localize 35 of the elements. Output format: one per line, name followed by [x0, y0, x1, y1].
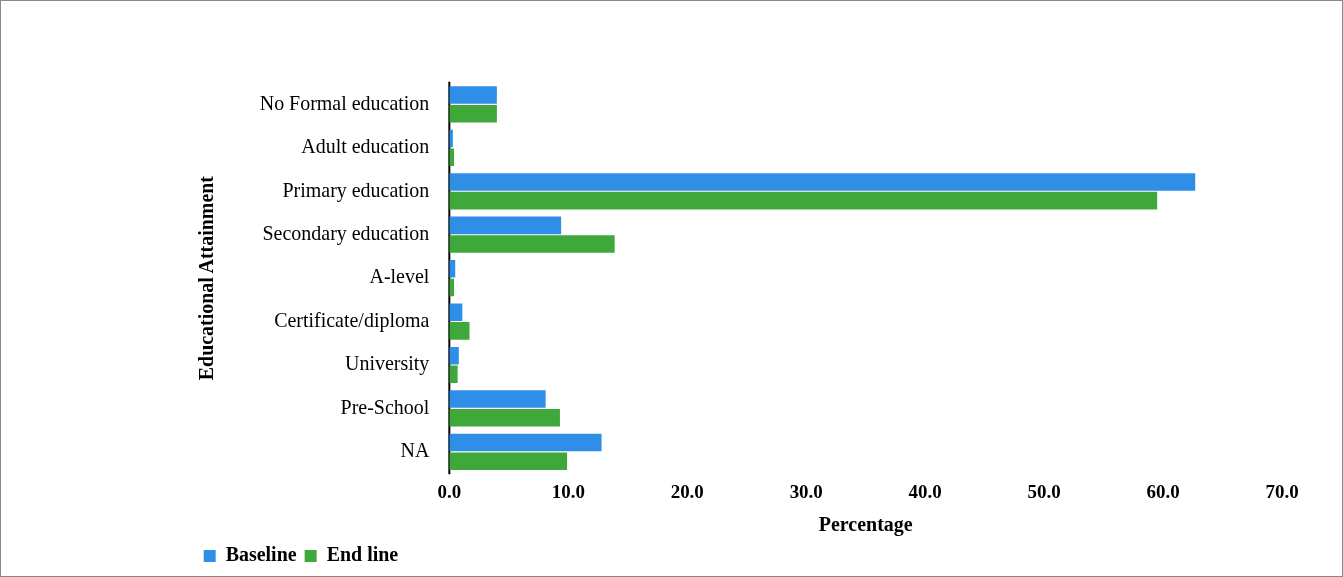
x-tick-label: 40.0 [908, 480, 942, 502]
bar [449, 322, 470, 340]
bar [449, 216, 562, 235]
x-tick-label: 10.0 [551, 480, 585, 502]
y-tick-label: Adult education [301, 135, 430, 158]
bar [449, 104, 497, 123]
y-tick-label: NA [400, 439, 430, 462]
y-tick-label: Certificate/diploma [274, 308, 430, 332]
x-tick-label: 20.0 [670, 480, 704, 502]
bar [449, 433, 602, 452]
bar [449, 365, 458, 384]
y-tick-label: Secondary education [262, 221, 430, 245]
bar [449, 303, 463, 321]
bar [449, 452, 568, 470]
x-tick-label: 70.0 [1265, 480, 1299, 502]
bar [449, 346, 459, 365]
y-tick-label: A-level [369, 265, 430, 288]
bar [449, 191, 1158, 210]
y-tick-label: Primary education [282, 178, 430, 202]
bar [449, 173, 1196, 191]
y-tick-label: No Formal education [259, 91, 430, 114]
bar [449, 235, 615, 253]
y-tick-label: Pre-School [340, 395, 430, 418]
y-axis-title: Educational Attainment [194, 175, 217, 381]
legend-label: End line [326, 543, 399, 566]
bar [449, 86, 497, 104]
bar [449, 390, 546, 408]
x-axis-title: Percentage [818, 513, 913, 537]
x-tick-label: 0.0 [437, 480, 462, 502]
x-tick-label: 60.0 [1146, 480, 1180, 502]
bar [449, 408, 560, 427]
x-tick-label: 50.0 [1027, 480, 1061, 502]
y-tick-label: University [345, 352, 430, 376]
legend-label: Baseline [225, 543, 297, 566]
x-tick-label: 30.0 [789, 480, 823, 502]
